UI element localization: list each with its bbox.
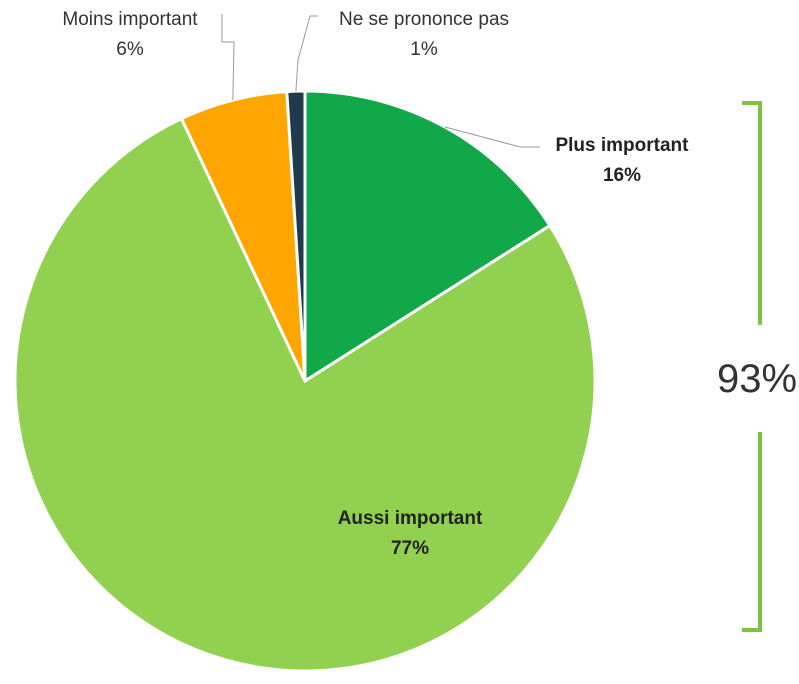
leader-line-plus-important <box>444 126 540 148</box>
bracket-total-label: 93% <box>717 357 797 401</box>
slice-label-ne-se-prononce-pas: Ne se prononce pas <box>339 9 509 30</box>
total-bracket: 93% <box>717 101 797 632</box>
slice-label-aussi-important: Aussi important <box>338 508 483 529</box>
slice-labels: Plus important 16% Aussi important 77% Moins… <box>62 9 689 559</box>
bracket-top <box>742 101 762 325</box>
slice-label-moins-important: Moins important <box>62 9 198 30</box>
pie-slice-aussi-important <box>13 116 597 673</box>
slice-value-plus-important: 16% <box>603 165 641 186</box>
slice-value-moins-important: 6% <box>116 39 144 60</box>
leader-line-ne-se-prononce-pas <box>295 15 318 92</box>
pie-slice-plus-important <box>303 89 552 384</box>
leader-lines <box>221 14 540 148</box>
pie-slices <box>13 89 597 673</box>
slice-label-plus-important: Plus important <box>555 135 689 156</box>
pie-slice-ne-se-prononce-pas <box>285 89 307 382</box>
slice-value-ne-se-prononce-pas: 1% <box>410 39 438 60</box>
leader-line-moins-important <box>221 14 235 101</box>
bracket-bottom <box>742 432 762 632</box>
slice-value-aussi-important: 77% <box>391 538 429 559</box>
